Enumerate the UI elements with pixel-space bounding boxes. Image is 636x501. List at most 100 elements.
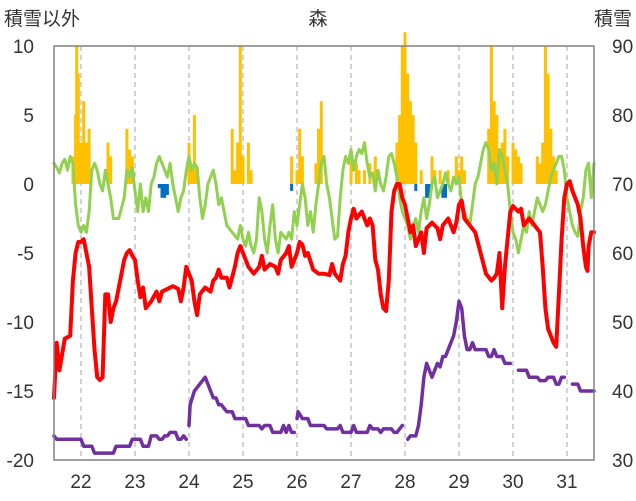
precipitation-bar bbox=[106, 142, 110, 184]
humidity-line bbox=[52, 141, 596, 255]
precipitation-bar bbox=[535, 156, 539, 184]
precipitation-bar bbox=[109, 156, 113, 184]
precipitation-bar bbox=[446, 170, 450, 184]
precipitation-bar bbox=[506, 156, 510, 184]
negative-bar bbox=[163, 184, 167, 198]
precipitation-bar bbox=[489, 46, 493, 184]
snow-depth-line bbox=[295, 409, 405, 435]
precipitation-bar bbox=[492, 101, 496, 184]
precipitation-bar bbox=[317, 128, 321, 184]
precipitation-bar bbox=[241, 156, 245, 184]
precipitation-bar bbox=[400, 46, 404, 184]
x-tick: 30 bbox=[502, 472, 523, 493]
precipitation-bar bbox=[546, 73, 550, 184]
precipitation-bar bbox=[373, 156, 377, 184]
precipitation-bar bbox=[414, 142, 418, 184]
x-tick: 24 bbox=[178, 472, 200, 493]
y-right-tick: 30 bbox=[612, 451, 633, 472]
temperature-line bbox=[52, 179, 596, 400]
x-tick: 29 bbox=[448, 472, 469, 493]
chart-title: 森 bbox=[308, 8, 327, 30]
precipitation-bar bbox=[541, 142, 545, 184]
precipitation-bar bbox=[543, 46, 547, 184]
y-left-tick: -20 bbox=[7, 451, 34, 472]
negative-bar bbox=[290, 184, 294, 191]
precipitation-bar bbox=[300, 156, 304, 184]
x-tick: 31 bbox=[556, 472, 577, 493]
y-left-label: 積雪以外 bbox=[4, 8, 80, 30]
precipitation-bar bbox=[82, 101, 86, 184]
precipitation-bar bbox=[554, 170, 558, 184]
x-tick: 26 bbox=[286, 472, 307, 493]
y-left-tick: 5 bbox=[23, 106, 34, 127]
negative-bar bbox=[157, 184, 161, 189]
precipitation-bar bbox=[430, 156, 434, 184]
negative-bar bbox=[160, 184, 164, 198]
precipitation-bar bbox=[406, 73, 410, 184]
negative-bar bbox=[425, 184, 429, 198]
precipitation-bar bbox=[298, 128, 302, 184]
y-left-tick: 0 bbox=[23, 175, 34, 196]
y-right-tick: 90 bbox=[612, 37, 633, 58]
y-right-label: 積雪 bbox=[594, 8, 632, 30]
precipitation-bar bbox=[495, 115, 499, 184]
precipitation-bar bbox=[411, 115, 415, 184]
precipitation-bar bbox=[408, 101, 412, 184]
precipitation-bar bbox=[76, 73, 80, 184]
precipitation-bar bbox=[354, 163, 358, 184]
series-lines bbox=[52, 141, 596, 455]
precipitation-bar bbox=[236, 142, 240, 184]
precipitation-bar bbox=[419, 170, 423, 184]
precipitation-bar bbox=[87, 128, 91, 184]
precipitation-bar bbox=[290, 156, 294, 184]
snow-depth-line bbox=[570, 382, 596, 393]
x-tick: 28 bbox=[394, 472, 415, 493]
precipitation-bar bbox=[462, 170, 466, 184]
negative-bar bbox=[414, 184, 418, 191]
y-left-tick: 10 bbox=[13, 37, 34, 58]
y-right-tick: 40 bbox=[612, 382, 633, 403]
y-right-tick: 50 bbox=[612, 313, 633, 334]
precipitation-bar bbox=[128, 149, 132, 184]
precipitation-bar bbox=[125, 128, 129, 184]
negative-bar bbox=[165, 184, 169, 196]
negative-bar bbox=[441, 184, 445, 198]
y-right-tick: 70 bbox=[612, 175, 633, 196]
precipitation-bar bbox=[79, 142, 83, 184]
y-right-tick: 80 bbox=[612, 106, 633, 127]
negative-bars bbox=[157, 184, 447, 198]
precipitation-bar bbox=[349, 156, 353, 184]
snow-depth-line bbox=[405, 299, 513, 442]
precipitation-bar bbox=[319, 101, 323, 184]
precipitation-bar bbox=[314, 163, 318, 184]
y-left-tick: -15 bbox=[7, 382, 34, 403]
y-left-tick: -10 bbox=[7, 313, 34, 334]
snow-depth-line bbox=[52, 430, 189, 455]
precipitation-bar bbox=[249, 170, 253, 184]
precipitation-bar bbox=[84, 142, 88, 184]
precipitation-bar bbox=[511, 142, 515, 184]
precipitation-bar bbox=[403, 32, 407, 185]
precipitation-bar bbox=[519, 163, 523, 184]
precipitation-bar bbox=[503, 128, 507, 184]
precipitation-bar bbox=[454, 156, 458, 184]
precipitation-bars bbox=[71, 32, 558, 185]
precipitation-bar bbox=[295, 170, 299, 184]
precipitation-bar bbox=[460, 156, 464, 184]
precipitation-bar bbox=[498, 156, 501, 184]
x-tick: 27 bbox=[340, 472, 361, 493]
precipitation-bar bbox=[395, 142, 399, 184]
negative-bar bbox=[427, 184, 431, 198]
precipitation-bar bbox=[398, 115, 402, 184]
y-right-tick: 60 bbox=[612, 244, 633, 265]
precipitation-bar bbox=[438, 170, 442, 184]
precipitation-bar bbox=[549, 128, 553, 184]
snow-depth-line bbox=[516, 368, 567, 386]
precipitation-bar bbox=[357, 170, 361, 184]
snow-depth-line bbox=[187, 375, 297, 435]
precipitation-bar bbox=[75, 46, 79, 184]
precipitation-bar bbox=[190, 170, 194, 184]
precipitation-bar bbox=[238, 46, 242, 184]
